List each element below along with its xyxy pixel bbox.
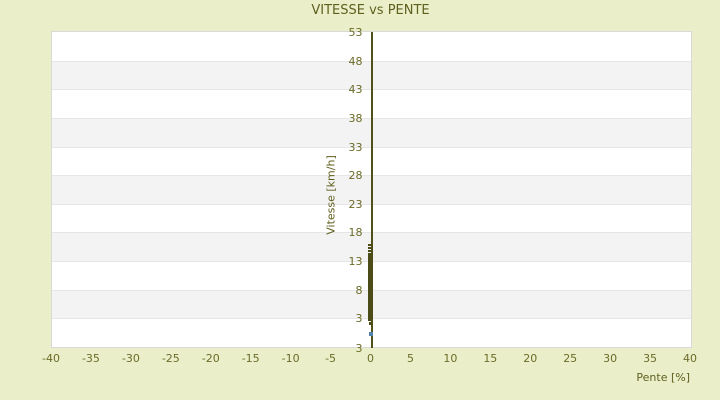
x-tick-label: -40 bbox=[42, 352, 60, 365]
data-point bbox=[368, 244, 373, 247]
y-tick-label: 43 bbox=[348, 83, 363, 97]
x-tick-label: -35 bbox=[81, 352, 100, 365]
x-tick-label: 15 bbox=[483, 352, 498, 365]
y-tick-label: 33 bbox=[348, 140, 363, 154]
data-point bbox=[368, 247, 373, 250]
y-tick-label: 28 bbox=[348, 169, 363, 183]
x-tick-label: -5 bbox=[325, 352, 337, 365]
x-tick-label: 0 bbox=[367, 352, 374, 365]
y-axis-line bbox=[370, 32, 373, 348]
y-tick-label: 23 bbox=[348, 197, 363, 211]
x-tick-label: -20 bbox=[201, 352, 220, 365]
plot-area bbox=[51, 31, 692, 348]
y-axis-min-label: 3 bbox=[355, 342, 363, 355]
y-tick-label: 48 bbox=[348, 54, 363, 68]
x-tick-label: -15 bbox=[241, 352, 260, 365]
x-tick-label: 30 bbox=[603, 352, 618, 365]
data-point bbox=[369, 321, 372, 324]
y-tick-label: 13 bbox=[348, 255, 363, 269]
x-tick-label: 5 bbox=[406, 352, 414, 365]
x-tick-label: 40 bbox=[683, 352, 697, 365]
x-tick-label: -10 bbox=[281, 352, 300, 365]
x-tick-label: 20 bbox=[523, 352, 538, 365]
x-tick-label: 35 bbox=[643, 352, 658, 365]
y-tick-label: 53 bbox=[348, 26, 363, 39]
y-tick-label: 38 bbox=[348, 111, 363, 125]
data-cluster bbox=[368, 252, 373, 321]
y-tick-label: 18 bbox=[348, 226, 363, 240]
highlight-point bbox=[368, 331, 373, 336]
x-tick-label: 10 bbox=[443, 352, 458, 365]
y-tick-label: 8 bbox=[355, 283, 363, 297]
data-point bbox=[368, 249, 373, 252]
data-point bbox=[369, 323, 372, 326]
x-tick-label: 25 bbox=[563, 352, 578, 365]
chart-title: VITESSE vs PENTE bbox=[311, 3, 430, 18]
x-tick-label: -25 bbox=[161, 352, 180, 365]
x-axis-title: Pente [%] bbox=[636, 371, 690, 384]
y-tick-label: 3 bbox=[355, 312, 363, 326]
y-axis-title: Vitesse [km/h] bbox=[324, 155, 338, 235]
x-tick-label: -30 bbox=[121, 352, 140, 365]
